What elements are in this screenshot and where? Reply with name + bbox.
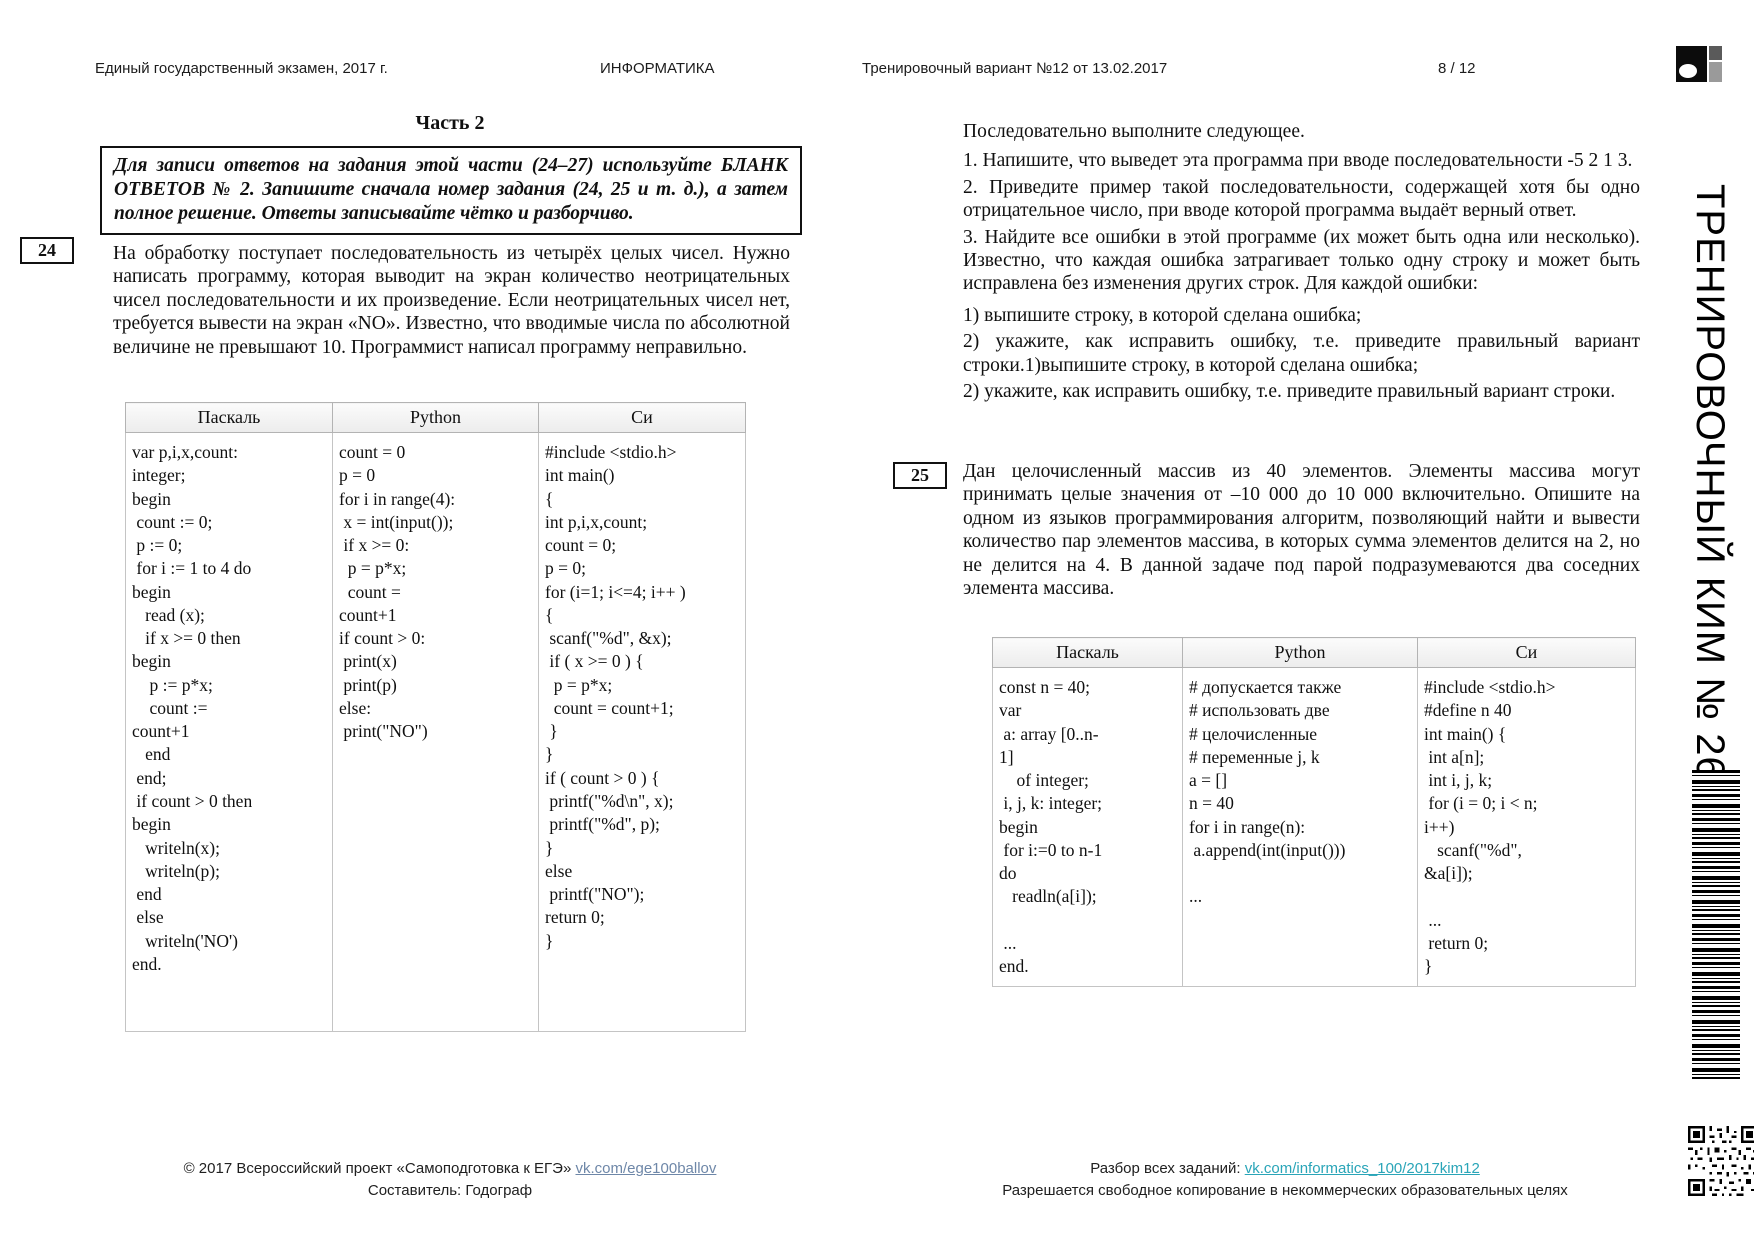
header-subject: ИНФОРМАТИКА <box>600 60 715 77</box>
task25-col-header-pascal: Паскаль <box>992 637 1183 668</box>
footer-left-line1: © 2017 Всероссийский проект «Самоподгото… <box>90 1158 810 1180</box>
task25-pascal-code: const n = 40; var a: array [0..n- 1] of … <box>999 677 1103 977</box>
footer-right-line1: Разбор всех заданий: vk.com/informatics_… <box>940 1158 1630 1180</box>
footer-right-line2: Разрешается свободное копирование в неко… <box>1002 1181 1568 1199</box>
header-exam-title: Единый государственный экзамен, 2017 г. <box>95 60 388 77</box>
kim-vertical-label: ТРЕНИРОВОЧНЫЙ КИМ № 262513 <box>1688 183 1732 873</box>
task25-c-cell: #include <stdio.h> #define n 40 int main… <box>1417 666 1636 988</box>
task25-python-cell: # допускается также # использовать две #… <box>1182 666 1418 988</box>
task24-code-table: Паскаль Python Си var p,i,x,count: integ… <box>125 402 746 1032</box>
error-note-3: 2) укажите, как исправить ошибку, т.е. п… <box>963 380 1616 402</box>
error-note-2: 2) укажите, как исправить ошибку, т.е. п… <box>963 331 1640 376</box>
part2-title: Часть 2 <box>415 112 485 134</box>
task25-code-table: Паскаль Python Си const n = 40; var a: a… <box>992 637 1636 988</box>
task-number-box-25: 25 <box>893 462 947 489</box>
followup-step-1: 1. Напишите, что выведет эта программа п… <box>963 150 1633 172</box>
footer-left-line2: Составитель: Годограф <box>367 1181 533 1199</box>
task25-col-header-python: Python <box>1182 637 1418 668</box>
task24-text: На обработку поступает последовательност… <box>113 243 790 358</box>
followup-step-2: 2. Приведите пример такой последовательн… <box>963 176 1640 222</box>
footer-link-right[interactable]: vk.com/informatics_100/2017kim12 <box>1244 1160 1480 1177</box>
followup-step-3: 3. Найдите все ошибки в этой программе (… <box>963 226 1640 295</box>
task24-python-cell: count = 0 p = 0 for i in range(4): x = i… <box>332 432 539 1032</box>
page-number: 8 / 12 <box>1438 60 1476 77</box>
followup-intro: Последовательно выполните следующее. <box>963 121 1305 142</box>
task24-col-header-python: Python <box>332 402 539 433</box>
task24-col-header-pascal: Паскаль <box>125 402 333 433</box>
ege-logo-icon <box>1676 46 1722 82</box>
task25-c-code: #include <stdio.h> #define n 40 int main… <box>1424 677 1556 977</box>
footer-left: © 2017 Всероссийский проект «Самоподгото… <box>90 1158 810 1202</box>
task-number-box-24: 24 <box>20 237 74 264</box>
header-variant: Тренировочный вариант №12 от 13.02.2017 <box>862 60 1168 77</box>
task25-col-header-c: Си <box>1417 637 1636 668</box>
task25-pascal-cell: const n = 40; var a: array [0..n- 1] of … <box>992 666 1183 988</box>
barcode <box>1692 770 1740 1082</box>
footer-copyright: © 2017 Всероссийский проект «Самоподгото… <box>183 1160 576 1177</box>
task24-col-header-c: Си <box>538 402 746 433</box>
footer-right: Разбор всех заданий: vk.com/informatics_… <box>940 1158 1630 1202</box>
error-note-1: 1) выпишите строку, в которой сделана ош… <box>963 304 1362 326</box>
task24-c-code: #include <stdio.h> int main() { int p,i,… <box>545 442 686 951</box>
task24-pascal-cell: var p,i,x,count: integer; begin count :=… <box>125 432 333 1032</box>
answer-sheet-instructions: Для записи ответов на задания этой части… <box>100 146 802 236</box>
task24-followup: Последовательно выполните следующее. 1. … <box>963 120 1640 406</box>
footer-link-left[interactable]: vk.com/ege100ballov <box>575 1160 717 1177</box>
task25-text: Дан целочисленный массив из 40 элементов… <box>963 461 1640 599</box>
task24-python-code: count = 0 p = 0 for i in range(4): x = i… <box>339 442 456 742</box>
footer-solutions-label: Разбор всех заданий: <box>1090 1160 1245 1177</box>
task25-python-code: # допускается также # использовать две #… <box>1189 677 1346 907</box>
qr-code <box>1688 1126 1754 1196</box>
task24-pascal-code: var p,i,x,count: integer; begin count :=… <box>132 442 253 974</box>
task24-c-cell: #include <stdio.h> int main() { int p,i,… <box>538 432 746 1032</box>
